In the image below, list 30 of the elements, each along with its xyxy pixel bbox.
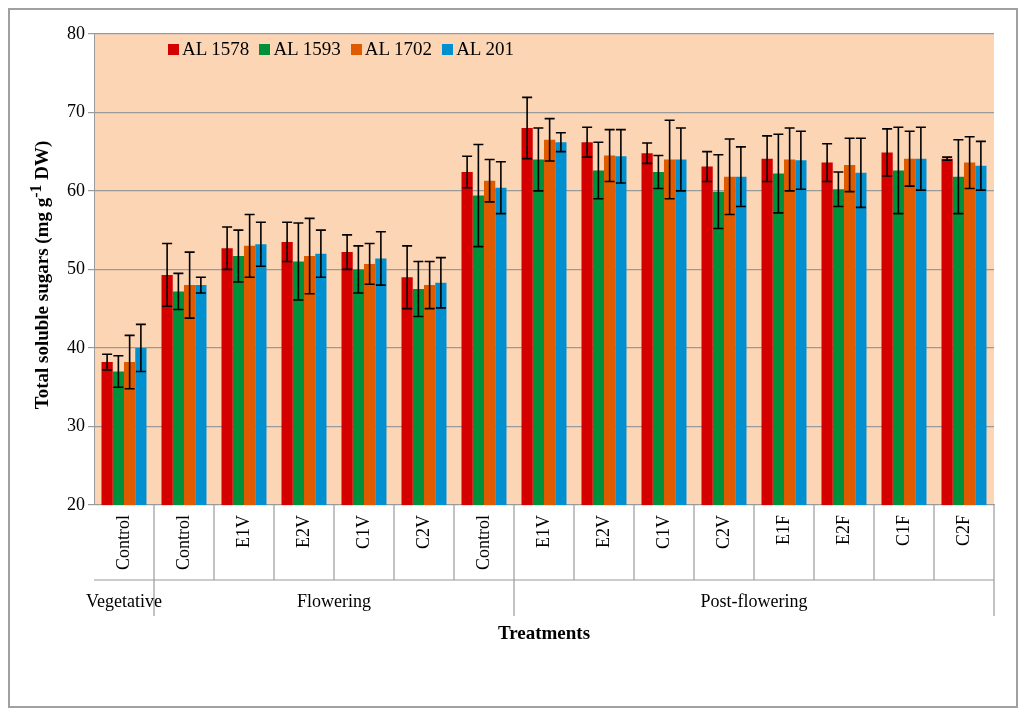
legend-label: AL 1578	[182, 38, 250, 60]
legend-label: AL 1702	[364, 38, 433, 60]
text: Vegetative	[86, 590, 162, 611]
y-tick-label: 30	[67, 415, 85, 436]
y-tick-label: 40	[67, 336, 85, 357]
x-tick-label: Control	[112, 515, 133, 571]
x-tick-label: C2V	[712, 515, 733, 550]
x-tick-label: E2V	[292, 515, 313, 548]
y-tick-label: 70	[67, 101, 85, 122]
x-tick-label: E2F	[832, 515, 853, 546]
x-tick-label: E1V	[232, 515, 253, 548]
x-tick-label: C1V	[652, 515, 673, 550]
x-tick-label: C2V	[412, 515, 433, 550]
y-tick-label: 60	[67, 179, 85, 200]
x-tick-label: C1F	[892, 515, 913, 547]
text: Flowering	[297, 590, 371, 611]
x-tick-label: Control	[472, 515, 493, 571]
y-tick-label: 50	[67, 258, 85, 279]
x-tick-label: E1V	[532, 515, 553, 548]
y-tick-label: 80	[67, 22, 85, 43]
legend-label: AL 1593	[273, 38, 341, 60]
y-tick-label: 20	[67, 493, 85, 514]
x-tick-label: E2V	[592, 515, 613, 548]
x-tick-label: E1F	[772, 515, 793, 546]
legend-label: AL 201	[456, 38, 514, 60]
x-axis-title: Treatments	[497, 621, 591, 643]
x-tick-label: C1V	[352, 515, 373, 550]
text: Post-flowering	[700, 590, 808, 611]
x-tick-label: Control	[172, 515, 193, 571]
x-tick-label: C2F	[952, 515, 973, 547]
